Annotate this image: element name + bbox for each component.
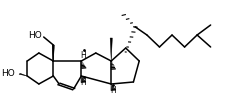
Text: HO: HO [28,31,41,40]
Text: H: H [110,86,116,95]
Text: H: H [80,78,86,87]
Polygon shape [19,73,27,76]
Text: HO: HO [1,69,15,78]
Text: H: H [80,51,86,60]
Polygon shape [110,38,112,61]
Polygon shape [52,45,54,61]
